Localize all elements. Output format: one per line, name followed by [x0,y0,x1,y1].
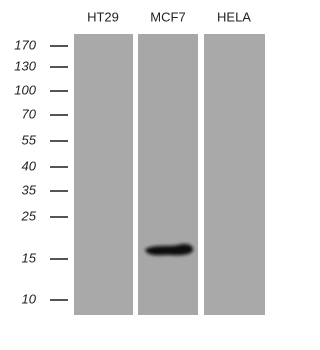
lane-label: HT29 [87,9,119,24]
lane-label: MCF7 [150,9,185,24]
marker-label: 55 [22,132,37,147]
marker-label: 100 [14,82,36,97]
lane [74,34,133,315]
marker-label: 35 [22,182,37,197]
lane [204,34,265,315]
protein-band [145,243,194,256]
marker-label: 70 [22,106,37,121]
lane-label: HELA [217,9,251,24]
marker-label: 40 [22,158,37,173]
marker-label: 170 [14,37,36,52]
marker-label: 25 [21,208,37,223]
western-blot: HT29 MCF7 HELA 170 130 100 70 55 40 35 25 15 10 [14,9,265,315]
marker-label: 130 [14,58,36,73]
marker-label: 10 [22,291,37,306]
lane [138,34,198,315]
marker-label: 15 [22,250,37,265]
